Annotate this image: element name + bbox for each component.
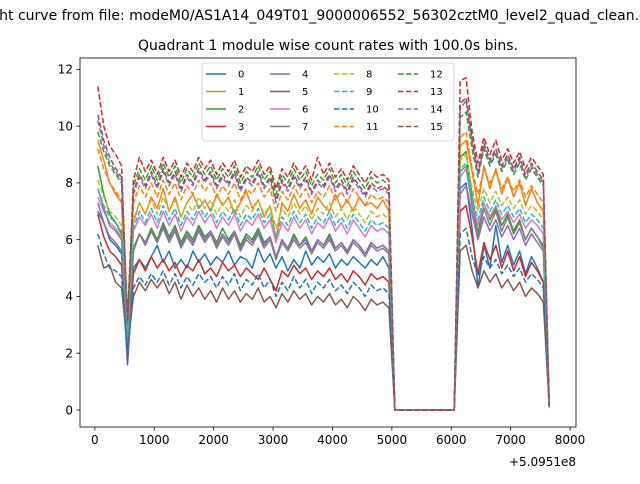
series-line-10	[97, 227, 551, 411]
x-tick-label: 6000	[436, 433, 467, 447]
y-tick-label: 8	[65, 176, 73, 190]
x-tick-label: 7000	[495, 433, 526, 447]
series-line-8	[97, 153, 551, 411]
series-layer	[97, 77, 551, 411]
series-line-4	[97, 184, 551, 411]
y-tick-label: 0	[65, 403, 73, 417]
plot-frame	[79, 57, 577, 428]
legend-label-9: 9	[366, 87, 372, 98]
series-line-2	[97, 150, 551, 411]
series-line-12	[97, 111, 551, 411]
axes-layer: 0 1000 2000 3000 4000 5000 6000 7000 80000246810…	[58, 57, 586, 447]
x-axis-offset-label: +5.0951e8	[509, 455, 576, 469]
legend-box	[201, 62, 455, 142]
series-line-6	[97, 167, 551, 411]
x-tick-label: 2000	[198, 433, 229, 447]
y-tick-label: 10	[58, 119, 73, 133]
series-line-7	[97, 165, 551, 411]
series-line-5	[97, 244, 551, 411]
y-tick-label: 4	[65, 290, 73, 304]
x-tick-label: 5000	[377, 433, 408, 447]
legend-label-6: 6	[302, 105, 308, 116]
legend-label-14: 14	[430, 105, 443, 116]
legend-label-13: 13	[430, 87, 443, 98]
legend-label-8: 8	[366, 70, 372, 81]
legend-label-5: 5	[302, 87, 308, 98]
legend-label-1: 1	[238, 87, 244, 98]
series-line-1	[97, 139, 551, 411]
x-tick-label: 0	[91, 433, 99, 447]
legend-label-11: 11	[366, 122, 379, 133]
series-line-15	[97, 96, 551, 411]
legend-label-15: 15	[430, 122, 443, 133]
legend-label-7: 7	[302, 122, 308, 133]
legend-label-2: 2	[238, 105, 244, 116]
series-line-3	[97, 204, 551, 411]
legend-label-0: 0	[238, 70, 244, 81]
legend-label-10: 10	[366, 105, 379, 116]
chart-title: Quadrant 1 module wise count rates with …	[138, 38, 518, 54]
x-tick-label: 4000	[317, 433, 348, 447]
y-tick-label: 6	[65, 233, 73, 247]
series-line-11	[97, 131, 551, 411]
series-line-13	[97, 77, 551, 411]
x-tick-label: 8000	[555, 433, 586, 447]
series-line-9	[97, 162, 551, 411]
x-tick-label: 1000	[139, 433, 170, 447]
y-tick-label: 12	[58, 63, 73, 77]
x-tick-label: 3000	[258, 433, 289, 447]
figure-suptitle: Light curve from file: modeM0/AS1A14_049…	[0, 8, 640, 24]
legend-label-4: 4	[302, 70, 308, 81]
legend-label-3: 3	[238, 122, 244, 133]
legend-label-12: 12	[430, 70, 443, 81]
y-tick-label: 2	[65, 347, 73, 361]
